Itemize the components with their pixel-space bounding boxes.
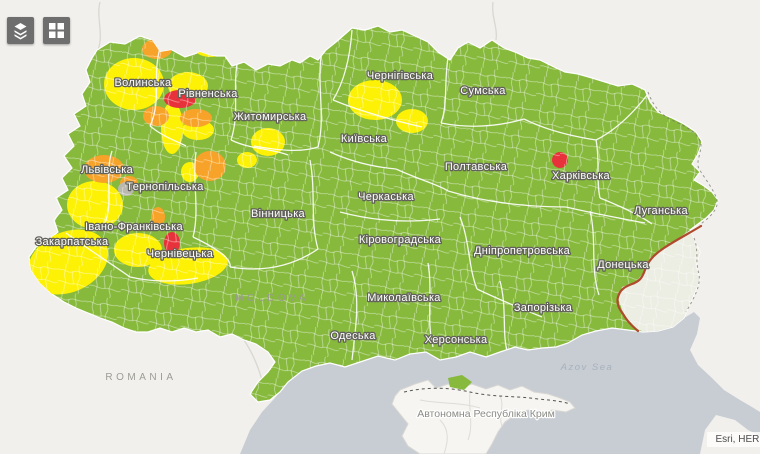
oblast-label: Волинська <box>115 77 173 89</box>
oblast-label: Одеська <box>330 330 376 342</box>
state-border-dashes <box>647 91 718 313</box>
oblast-label: Київська <box>341 133 388 145</box>
oblast-label: Івано-Франківська <box>85 221 183 233</box>
oblast-label: Закарпатська <box>36 236 109 248</box>
country-label: ROMANIA <box>105 372 176 383</box>
oblast-borders <box>65 29 653 361</box>
map-attribution: Esri, HERE <box>707 432 760 447</box>
oblast-label: Миколаївська <box>367 292 441 304</box>
oblast-label: Херсонська <box>425 334 488 346</box>
basemap-gallery-button[interactable] <box>43 17 70 44</box>
sea-label: Azov Sea <box>560 362 614 373</box>
oblast-label: Запорізька <box>514 302 573 314</box>
oblast-label: Кіровоградська <box>359 234 442 246</box>
layers-button[interactable] <box>7 17 34 44</box>
oblast-label: Житомирська <box>234 111 307 123</box>
layers-icon <box>11 21 30 40</box>
oblast-label: Черкаська <box>358 191 414 203</box>
country-label: MOLDOVA <box>235 293 309 304</box>
oblast-label: Дніпропетровська <box>474 245 571 257</box>
oblast-label: Харківська <box>552 170 611 182</box>
oblast-label: Чернівецька <box>147 248 214 260</box>
basemap-grid-icon <box>48 22 65 39</box>
oblast-label: Чернігівська <box>367 70 434 82</box>
oblast-label: Луганська <box>634 205 688 217</box>
occupied-label: Автономна Республіка Крим <box>417 408 555 420</box>
kherson-isthmus <box>448 375 472 390</box>
sea <box>240 312 760 454</box>
oblast-label: Вінницька <box>251 208 306 220</box>
map-toolbar <box>7 17 70 44</box>
map-labels-layer: Волинська Рівненська Житомирська Київська Че… <box>34 69 689 422</box>
oblast-label: Сумська <box>460 85 506 97</box>
oblast-label: Рівненська <box>178 88 238 100</box>
oblast-label: Донецька <box>597 259 649 271</box>
ngca-contact-line <box>616 224 703 333</box>
oblast-label: Полтавська <box>445 161 508 173</box>
oblast-label: Тернопільська <box>126 181 204 193</box>
oblast-label: Львівська <box>81 164 134 176</box>
